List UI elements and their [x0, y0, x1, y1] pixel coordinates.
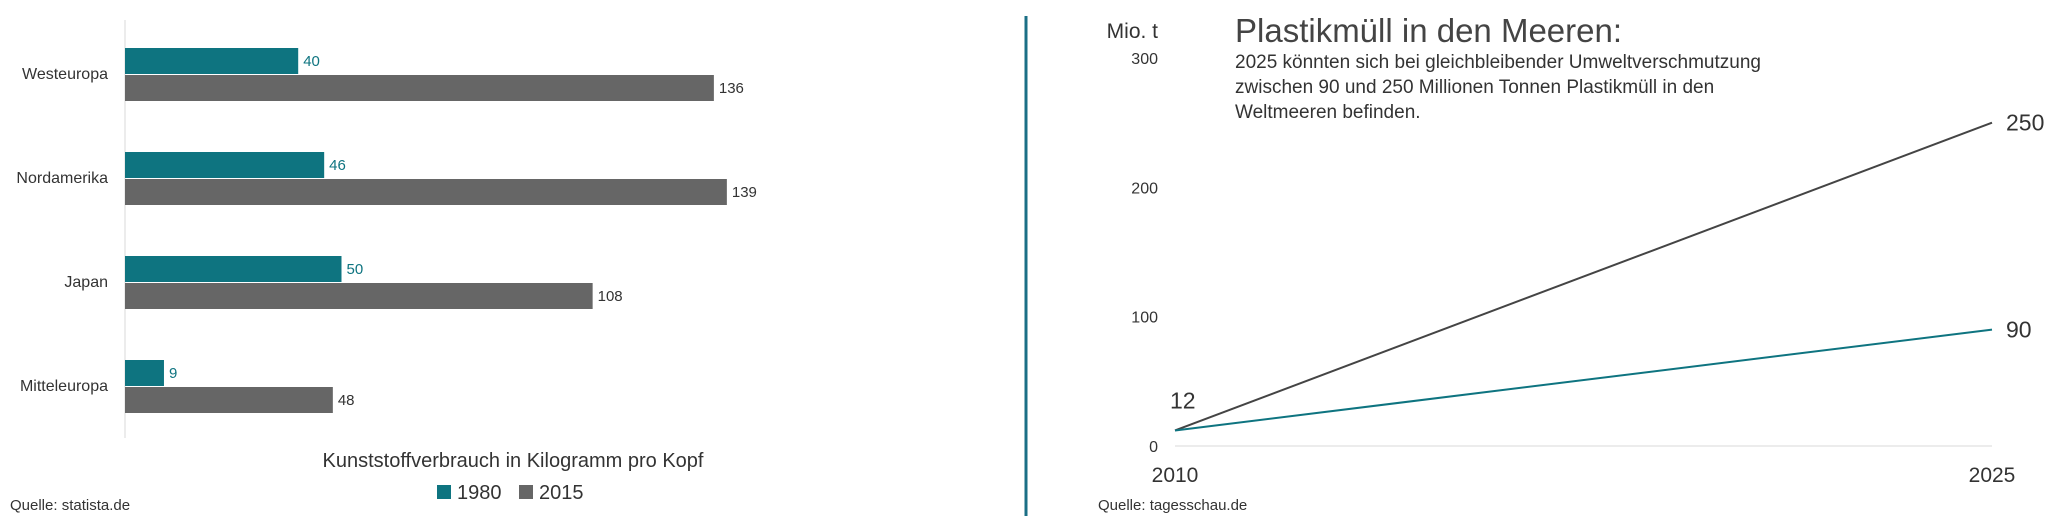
bar-chart-x-label: Kunststoffverbrauch in Kilogramm pro Kop… — [323, 450, 704, 472]
legend-label-1980: 1980 — [457, 482, 502, 504]
bar-japan-2015 — [125, 283, 593, 309]
category-label-westeuropa: Westeuropa — [22, 66, 108, 83]
y-tick-label-200: 200 — [1131, 180, 1158, 197]
data-label-japan-2015: 108 — [598, 288, 623, 305]
bar-group: Westeuropa 40 136 Nordamerika 46 139 Japan 50 10… — [16, 48, 757, 413]
data-label-mitteleuropa-2015: 48 — [338, 392, 355, 409]
x-tick-label-2010: 2010 — [1152, 464, 1199, 487]
bar-nordamerika-2015 — [125, 179, 727, 205]
source-left: Quelle: statista.de — [10, 497, 130, 514]
line-series-2 — [1174, 328, 1993, 432]
end-label-90: 90 — [2006, 317, 2032, 343]
bar-nordamerika-1980 — [125, 152, 325, 178]
line-chart-subtitle-line-2: zwischen 90 und 250 Millionen Tonnen Pla… — [1235, 77, 1714, 98]
bar-westeuropa-2015 — [125, 75, 714, 101]
source-right: Quelle: tagesschau.de — [1098, 497, 1247, 514]
legend-label-2015: 2015 — [539, 482, 584, 504]
data-label-japan-1980: 50 — [347, 261, 364, 278]
category-label-nordamerika: Nordamerika — [16, 170, 108, 187]
y-tick-label-100: 100 — [1131, 310, 1158, 327]
bar-mitteleuropa-1980 — [125, 360, 164, 386]
data-label-nordamerika-2015: 139 — [732, 184, 757, 201]
data-label-nordamerika-1980: 46 — [329, 157, 346, 174]
bar-japan-1980 — [125, 256, 342, 282]
bar-westeuropa-1980 — [125, 48, 299, 74]
line-chart-plastic: Plastikmüll in den Meeren: 2025 könnten … — [1098, 12, 2044, 514]
line-chart-subtitle-line-3: Weltmeeren befinden. — [1235, 102, 1421, 123]
y-tick-label-0: 0 — [1149, 439, 1158, 456]
line-chart-title: Plastikmüll in den Meeren: — [1235, 12, 1622, 49]
line-chart-subtitle-line-1: 2025 könnten sich bei gleichbleibender U… — [1235, 52, 1761, 73]
bar-chart-consumption: Westeuropa 40 136 Nordamerika 46 139 Japan 50 10… — [10, 20, 757, 514]
y-tick-label-300: 300 — [1131, 51, 1158, 68]
end-label-250: 250 — [2006, 110, 2044, 136]
data-label-mitteleuropa-1980: 9 — [169, 365, 177, 382]
line-series-group: 250 90 12 — [1170, 110, 2044, 432]
legend-swatch-1980 — [437, 485, 451, 499]
category-label-mitteleuropa: Mitteleuropa — [20, 378, 108, 395]
y-axis-unit-label: Mio. t — [1107, 20, 1159, 43]
x-tick-label-2025: 2025 — [1969, 464, 2016, 487]
legend-swatch-2015 — [519, 485, 533, 499]
bar-mitteleuropa-2015 — [125, 387, 333, 413]
data-label-westeuropa-1980: 40 — [303, 53, 320, 70]
data-label-westeuropa-2015: 136 — [719, 80, 744, 97]
line-series-1 — [1174, 121, 1993, 432]
start-value-label: 12 — [1170, 387, 1196, 413]
category-label-japan: Japan — [64, 274, 108, 291]
tick-label-group: 0 100 200 300 2010 2025 — [1131, 51, 2015, 487]
